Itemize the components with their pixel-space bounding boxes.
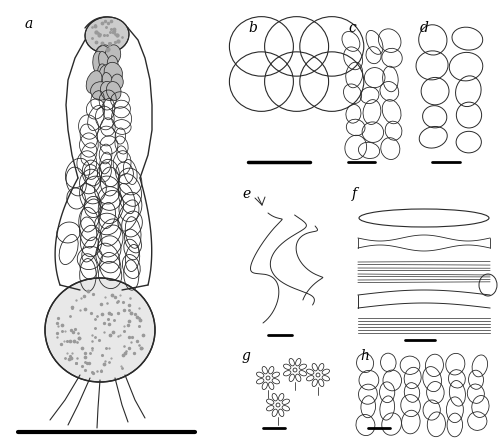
Ellipse shape [96,45,110,65]
Ellipse shape [93,51,106,77]
Text: h: h [360,349,369,363]
Text: c: c [348,21,356,35]
Text: d: d [420,21,429,35]
Ellipse shape [102,73,113,92]
Ellipse shape [98,64,108,82]
Text: f: f [352,187,357,201]
Ellipse shape [105,45,120,65]
Ellipse shape [45,278,155,382]
Ellipse shape [98,52,111,77]
Text: e: e [242,187,250,201]
Ellipse shape [86,71,102,93]
Text: g: g [242,349,251,363]
Ellipse shape [100,64,119,82]
Text: b: b [248,21,257,35]
Ellipse shape [85,17,129,53]
Ellipse shape [106,81,121,101]
Ellipse shape [100,81,116,101]
Ellipse shape [90,82,110,100]
Text: a: a [25,17,33,31]
Ellipse shape [111,74,123,90]
Ellipse shape [104,62,122,84]
Ellipse shape [108,56,118,73]
Ellipse shape [96,45,114,65]
